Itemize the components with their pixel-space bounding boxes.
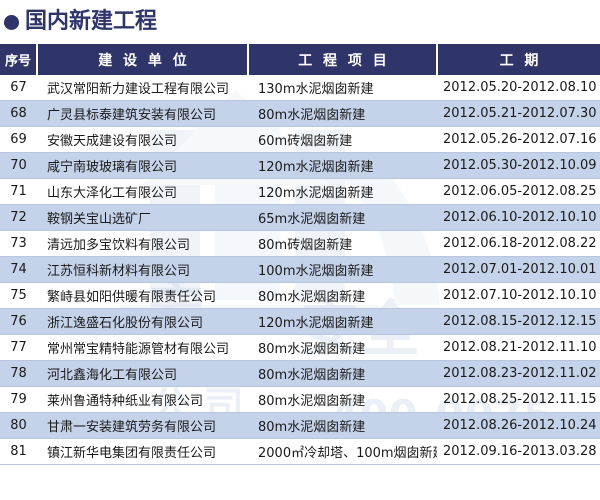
row-no: 78 xyxy=(0,360,37,387)
row-no: 71 xyxy=(0,178,37,205)
table-row[interactable]: 76 浙江逸盛石化股份有限公司 120m水泥烟囱新建 2012.08.15-2012.… xyxy=(0,308,600,335)
row-unit: 清远加多宝饮料有限公司 xyxy=(37,230,248,257)
row-unit: 鞍钢关宝山选矿厂 xyxy=(37,204,248,231)
row-project: 130m水泥烟囱新建 xyxy=(248,75,437,101)
row-unit: 浙江逸盛石化股份有限公司 xyxy=(37,308,248,335)
row-no: 68 xyxy=(0,100,37,127)
row-date: 2012.07.10-2012.10.10 xyxy=(437,282,600,309)
table-row[interactable]: 71 山东大泽化工有限公司 120m水泥烟囱新建 2012.06.05-2012.08… xyxy=(0,178,600,205)
row-no: 72 xyxy=(0,204,37,231)
table-row[interactable]: 68 广灵县标泰建筑安装有限公司 80m水泥烟囱新建 2012.05.21-2012.… xyxy=(0,100,600,127)
table-row[interactable]: 75 繁峙县如阳供暖有限责任公司 80m水泥烟囱新建 2012.07.10-2012.… xyxy=(0,282,600,309)
row-date: 2012.08.23-2012.11.02 xyxy=(437,360,600,387)
row-date: 2012.08.15-2012.12.15 xyxy=(437,308,600,335)
row-unit: 安徽天成建设有限公司 xyxy=(37,126,248,153)
row-unit: 山东大泽化工有限公司 xyxy=(37,178,248,205)
row-no: 81 xyxy=(0,438,37,465)
row-no: 69 xyxy=(0,126,37,153)
table-row[interactable]: 77 常州常宝精特能源管材有限公司 80m水泥烟囱新建 2012.08.21-2012… xyxy=(0,334,600,361)
table-body: 67 武汉常阳新力建设工程有限公司 130m水泥烟囱新建 2012.05.20-201… xyxy=(0,75,600,465)
row-unit: 镇江新华电集团有限责任公司 xyxy=(37,438,248,465)
column-header-unit[interactable]: 建 设 单 位 xyxy=(37,44,249,75)
row-date: 2012.07.01-2012.10.01 xyxy=(437,256,600,283)
row-date: 2012.05.30-2012.10.09 xyxy=(437,152,600,179)
row-no: 70 xyxy=(0,152,37,179)
row-project: 2000㎡冷却塔、100m烟囱新建 xyxy=(248,438,437,465)
column-header-date[interactable]: 工 期 xyxy=(437,44,600,75)
row-project: 80m水泥烟囱新建 xyxy=(248,282,437,309)
row-date: 2012.05.20-2012.08.10 xyxy=(437,75,600,101)
row-project: 65m水泥烟囱新建 xyxy=(248,204,437,231)
row-date: 2012.06.18-2012.08.22 xyxy=(437,230,600,257)
row-project: 80m水泥烟囱新建 xyxy=(248,334,437,361)
row-date: 2012.08.26-2012.10.24 xyxy=(437,412,600,439)
row-no: 73 xyxy=(0,230,37,257)
row-project: 100m水泥烟囱新建 xyxy=(248,256,437,283)
table-row[interactable]: 79 莱州鲁通特种纸业有限公司 80m水泥烟囱新建 2012.08.25-2012.1… xyxy=(0,386,600,413)
column-header-proj[interactable]: 工 程 项 目 xyxy=(248,44,438,75)
row-unit: 常州常宝精特能源管材有限公司 xyxy=(37,334,248,361)
projects-table: 序号 建 设 单 位 工 程 项 目 工 期 67 武汉常阳新力建设工程有限公司 1… xyxy=(0,44,600,465)
table-row[interactable]: 73 清远加多宝饮料有限公司 80m砖烟囱新建 2012.06.18-2012.08.… xyxy=(0,230,600,257)
row-project: 80m水泥烟囱新建 xyxy=(248,100,437,127)
row-no: 74 xyxy=(0,256,37,283)
row-date: 2012.06.05-2012.08.25 xyxy=(437,178,600,205)
table-row[interactable]: 81 镇江新华电集团有限责任公司 2000㎡冷却塔、100m烟囱新建 2012.09.… xyxy=(0,438,600,465)
row-unit: 江苏恒科新材料有限公司 xyxy=(37,256,248,283)
table-header: 序号 建 设 单 位 工 程 项 目 工 期 xyxy=(0,44,600,75)
row-project: 80m水泥烟囱新建 xyxy=(248,412,437,439)
row-project: 80m砖烟囱新建 xyxy=(248,230,437,257)
row-date: 2012.08.25-2012.11.15 xyxy=(437,386,600,413)
row-date: 2012.05.26-2012.07.16 xyxy=(437,126,600,153)
row-date: 2012.08.21-2012.11.10 xyxy=(437,334,600,361)
table-header-row: 序号 建 设 单 位 工 程 项 目 工 期 xyxy=(0,44,600,75)
row-unit: 广灵县标泰建筑安装有限公司 xyxy=(37,100,248,127)
table-row[interactable]: 69 安徽天成建设有限公司 60m砖烟囱新建 2012.05.26-2012.07.1… xyxy=(0,126,600,153)
table-row[interactable]: 78 河北鑫海化工有限公司 80m水泥烟囱新建 2012.08.23-2012.11.… xyxy=(0,360,600,387)
row-unit: 武汉常阳新力建设工程有限公司 xyxy=(37,75,248,101)
row-date: 2012.05.21-2012.07.30 xyxy=(437,100,600,127)
row-project: 80m水泥烟囱新建 xyxy=(248,386,437,413)
table-row[interactable]: 74 江苏恒科新材料有限公司 100m水泥烟囱新建 2012.07.01-2012.1… xyxy=(0,256,600,283)
row-no: 79 xyxy=(0,386,37,413)
row-no: 80 xyxy=(0,412,37,439)
row-no: 76 xyxy=(0,308,37,335)
table-row[interactable]: 67 武汉常阳新力建设工程有限公司 130m水泥烟囱新建 2012.05.20-201… xyxy=(0,75,600,101)
page-title-text: 国内新建工程 xyxy=(25,9,158,34)
table-row[interactable]: 70 咸宁南玻玻璃有限公司 120m水泥烟囱新建 2012.05.30-2012.10… xyxy=(0,152,600,179)
table-row[interactable]: 80 甘肃一安装建筑劳务有限公司 80m水泥烟囱新建 2012.08.26-2012.… xyxy=(0,412,600,439)
row-project: 80m水泥烟囱新建 xyxy=(248,360,437,387)
row-project: 60m砖烟囱新建 xyxy=(248,126,437,153)
row-unit: 河北鑫海化工有限公司 xyxy=(37,360,248,387)
page-title: 国内新建工程 xyxy=(0,0,600,44)
row-no: 77 xyxy=(0,334,37,361)
bullet-dot-icon xyxy=(4,14,19,30)
row-unit: 甘肃一安装建筑劳务有限公司 xyxy=(37,412,248,439)
table-row[interactable]: 72 鞍钢关宝山选矿厂 65m水泥烟囱新建 2012.06.10-2012.10.10 xyxy=(0,204,600,231)
row-unit: 莱州鲁通特种纸业有限公司 xyxy=(37,386,248,413)
row-unit: 咸宁南玻玻璃有限公司 xyxy=(37,152,248,179)
row-project: 120m水泥烟囱新建 xyxy=(248,308,437,335)
row-no: 75 xyxy=(0,282,37,309)
column-header-no[interactable]: 序号 xyxy=(0,44,38,75)
row-date: 2012.09.16-2013.03.28 xyxy=(437,438,600,465)
row-project: 120m水泥烟囱新建 xyxy=(248,178,437,205)
row-project: 120m水泥烟囱新建 xyxy=(248,152,437,179)
row-no: 67 xyxy=(0,75,37,101)
row-date: 2012.06.10-2012.10.10 xyxy=(437,204,600,231)
row-unit: 繁峙县如阳供暖有限责任公司 xyxy=(37,282,248,309)
